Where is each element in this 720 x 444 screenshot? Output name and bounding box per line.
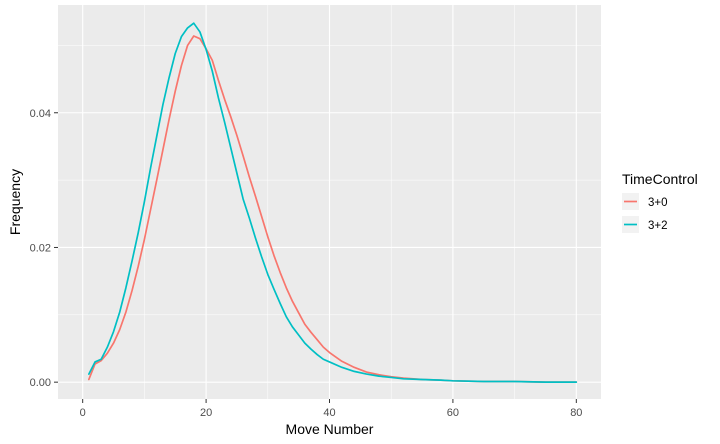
y-axis-title: Frequency xyxy=(7,169,23,235)
y-tick-label: 0.00 xyxy=(30,377,51,389)
series-line-3-2 xyxy=(87,22,578,384)
legend-items: 3+0 3+2 xyxy=(622,193,668,233)
legend-label: 3+2 xyxy=(648,220,668,232)
x-tick-label: 20 xyxy=(200,407,212,419)
legend: TimeControl 3+0 3+2 xyxy=(622,171,698,233)
series-layer xyxy=(87,22,578,384)
x-tick-label: 60 xyxy=(447,407,459,419)
x-tick-label: 40 xyxy=(323,407,335,419)
y-tick-label: 0.02 xyxy=(30,242,51,254)
legend-label: 3+0 xyxy=(648,197,668,209)
y-axis: 0.00 0.02 0.04 xyxy=(30,108,58,389)
legend-title: TimeControl xyxy=(622,171,698,187)
x-tick-label: 0 xyxy=(80,407,86,419)
x-axis: 0 20 40 60 80 xyxy=(80,399,582,419)
y-tick-label: 0.04 xyxy=(30,108,51,120)
x-axis-title: Move Number xyxy=(286,421,374,437)
major-grid xyxy=(58,5,601,399)
x-tick-label: 80 xyxy=(570,407,582,419)
series-line-3-0 xyxy=(87,35,578,384)
